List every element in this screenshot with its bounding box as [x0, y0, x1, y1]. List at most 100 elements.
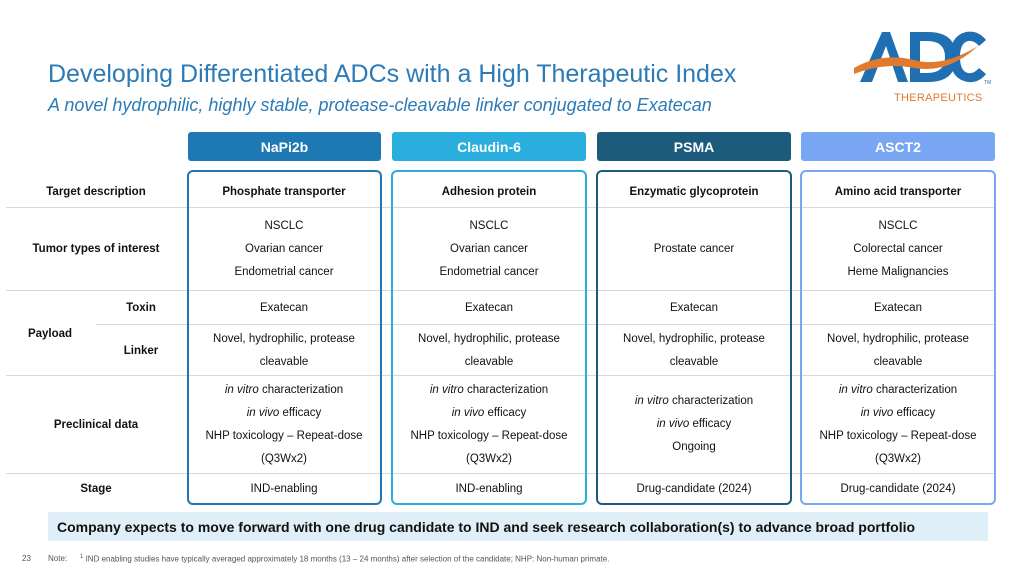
- cell-target: Enzymatic glycoprotein: [601, 178, 787, 206]
- cell-line-text: (Q3Wx2): [261, 452, 307, 465]
- cell-line: Exatecan: [874, 301, 922, 314]
- cell-line: Exatecan: [670, 301, 718, 314]
- column-box-asct2: [800, 170, 996, 505]
- note-superscript: 1: [80, 554, 84, 560]
- cell-tumor: NSCLC Ovarian cancer Endometrial cancer: [191, 208, 377, 290]
- note-body: IND enabling studies have typically aver…: [85, 554, 610, 564]
- cell-line-text: efficacy: [279, 406, 322, 419]
- cell-line: in vivo efficacy: [657, 413, 732, 436]
- cell-line: cleavable: [464, 355, 514, 368]
- row-divider: [6, 290, 996, 291]
- cell-line: Endometrial cancer: [439, 265, 539, 278]
- page-number: 23: [22, 554, 31, 563]
- cell-line: Heme Malignancies: [847, 265, 949, 278]
- cell-line: NSCLC: [264, 219, 304, 232]
- adc-logo-mark-icon: [854, 31, 986, 83]
- row-label-target: Target description: [46, 186, 146, 198]
- cell-line: Endometrial cancer: [234, 265, 334, 278]
- row-label-preclinical: Preclinical data: [53, 418, 139, 431]
- cell-toxin: Exatecan: [805, 292, 991, 324]
- cell-line: Novel, hydrophilic, protease: [213, 332, 355, 345]
- cell-line: NSCLC: [878, 219, 918, 232]
- page-title: Developing Differentiated ADCs with a Hi…: [48, 60, 737, 88]
- column-box-claudin6: [391, 170, 587, 505]
- cell-tumor: Prostate cancer: [601, 208, 787, 290]
- cell-line: NHP toxicology – Repeat-dose: [410, 425, 567, 448]
- cell-line: in vitro characterization: [635, 390, 753, 413]
- cell-line: in vivo efficacy: [247, 402, 322, 425]
- page-subtitle: A novel hydrophilic, highly stable, prot…: [48, 95, 712, 115]
- column-header-psma: PSMA: [597, 132, 791, 161]
- cell-stage: Drug-candidate (2024): [805, 474, 991, 504]
- cell-line: Exatecan: [465, 301, 513, 314]
- cell-line: Ongoing: [672, 436, 715, 459]
- cell-target: Phosphate transporter: [191, 178, 377, 206]
- cell-line: Drug-candidate (2024): [636, 482, 752, 495]
- cell-line-text: characterization: [463, 383, 549, 396]
- cell-line-italic: in vitro: [634, 395, 669, 407]
- row-divider: [6, 473, 996, 474]
- cell-tumor: NSCLC Ovarian cancer Endometrial cancer: [396, 208, 582, 290]
- cell-line: cleavable: [873, 355, 923, 368]
- cell-line: in vitro characterization: [225, 379, 343, 402]
- cell-line: Amino acid transporter: [834, 185, 962, 198]
- column-header-asct2: ASCT2: [801, 132, 995, 161]
- cell-linker: Novel, hydrophilic, protease cleavable: [601, 326, 787, 375]
- column-header-claudin6: Claudin-6: [392, 132, 586, 161]
- cell-line: in vitro characterization: [430, 379, 548, 402]
- cell-line: Novel, hydrophilic, protease: [623, 332, 765, 345]
- cell-line-text: efficacy: [893, 406, 936, 419]
- cell-line-italic: in vitro: [838, 383, 873, 396]
- cell-line: in vivo efficacy: [452, 402, 527, 425]
- row-label-stage: Stage: [80, 483, 112, 495]
- cell-line: (Q3Wx2): [875, 448, 921, 471]
- cell-line: IND-enabling: [250, 482, 318, 495]
- cell-toxin: Exatecan: [191, 292, 377, 324]
- cell-line: Novel, hydrophilic, protease: [418, 332, 560, 345]
- cell-line: Colorectal cancer: [853, 242, 943, 255]
- row-label-toxin: Toxin: [126, 302, 156, 314]
- cell-line: (Q3Wx2): [466, 448, 512, 471]
- cell-line-text: Ongoing: [672, 441, 716, 453]
- cell-line: IND-enabling: [455, 482, 523, 495]
- cell-line: Exatecan: [260, 301, 308, 314]
- note-text: 1 IND enabling studies have typically av…: [80, 554, 609, 564]
- cell-line: Phosphate transporter: [222, 185, 346, 198]
- cell-line-text: NHP toxicology – Repeat-dose: [410, 429, 568, 442]
- cell-line-italic: in vitro: [429, 383, 464, 396]
- cell-line-italic: in vivo: [246, 406, 280, 419]
- row-divider: [6, 207, 996, 208]
- cell-target: Adhesion protein: [396, 178, 582, 206]
- column-box-psma: [596, 170, 792, 505]
- cell-line: Ovarian cancer: [245, 242, 323, 255]
- logo-tm: TM: [984, 80, 992, 86]
- cell-line-text: NHP toxicology – Repeat-dose: [819, 429, 977, 442]
- cell-tumor: NSCLC Colorectal cancer Heme Malignancies: [805, 208, 991, 290]
- company-logo: TM THERAPEUTICS: [852, 24, 992, 108]
- cell-line: in vitro characterization: [839, 379, 957, 402]
- cell-preclinical: in vitro characterization in vivo efficac…: [396, 376, 582, 473]
- cell-line: cleavable: [259, 355, 309, 368]
- cell-line-italic: in vivo: [451, 406, 485, 419]
- cell-line-text: NHP toxicology – Repeat-dose: [205, 429, 363, 442]
- cell-line-italic: in vivo: [656, 418, 690, 430]
- cell-line-text: characterization: [668, 395, 754, 407]
- logo-tagline: THERAPEUTICS: [894, 92, 983, 104]
- cell-preclinical: in vitro characterization in vivo efficac…: [601, 376, 787, 473]
- cell-toxin: Exatecan: [396, 292, 582, 324]
- cell-linker: Novel, hydrophilic, protease cleavable: [396, 326, 582, 375]
- cell-stage: IND-enabling: [191, 474, 377, 504]
- cell-line: cleavable: [669, 355, 719, 368]
- cell-linker: Novel, hydrophilic, protease cleavable: [191, 326, 377, 375]
- cell-line: NHP toxicology – Repeat-dose: [819, 425, 976, 448]
- cell-line: in vivo efficacy: [861, 402, 936, 425]
- summary-banner: Company expects to move forward with one…: [48, 512, 988, 541]
- cell-line-text: (Q3Wx2): [875, 452, 921, 465]
- cell-line: Novel, hydrophilic, protease: [827, 332, 969, 345]
- row-divider: [6, 375, 996, 376]
- column-box-napi2b: [187, 170, 382, 505]
- cell-line-italic: in vivo: [860, 406, 894, 419]
- cell-line: Adhesion protein: [441, 185, 537, 198]
- cell-line: Drug-candidate (2024): [840, 482, 956, 495]
- row-label-tumor: Tumor types of interest: [32, 243, 160, 255]
